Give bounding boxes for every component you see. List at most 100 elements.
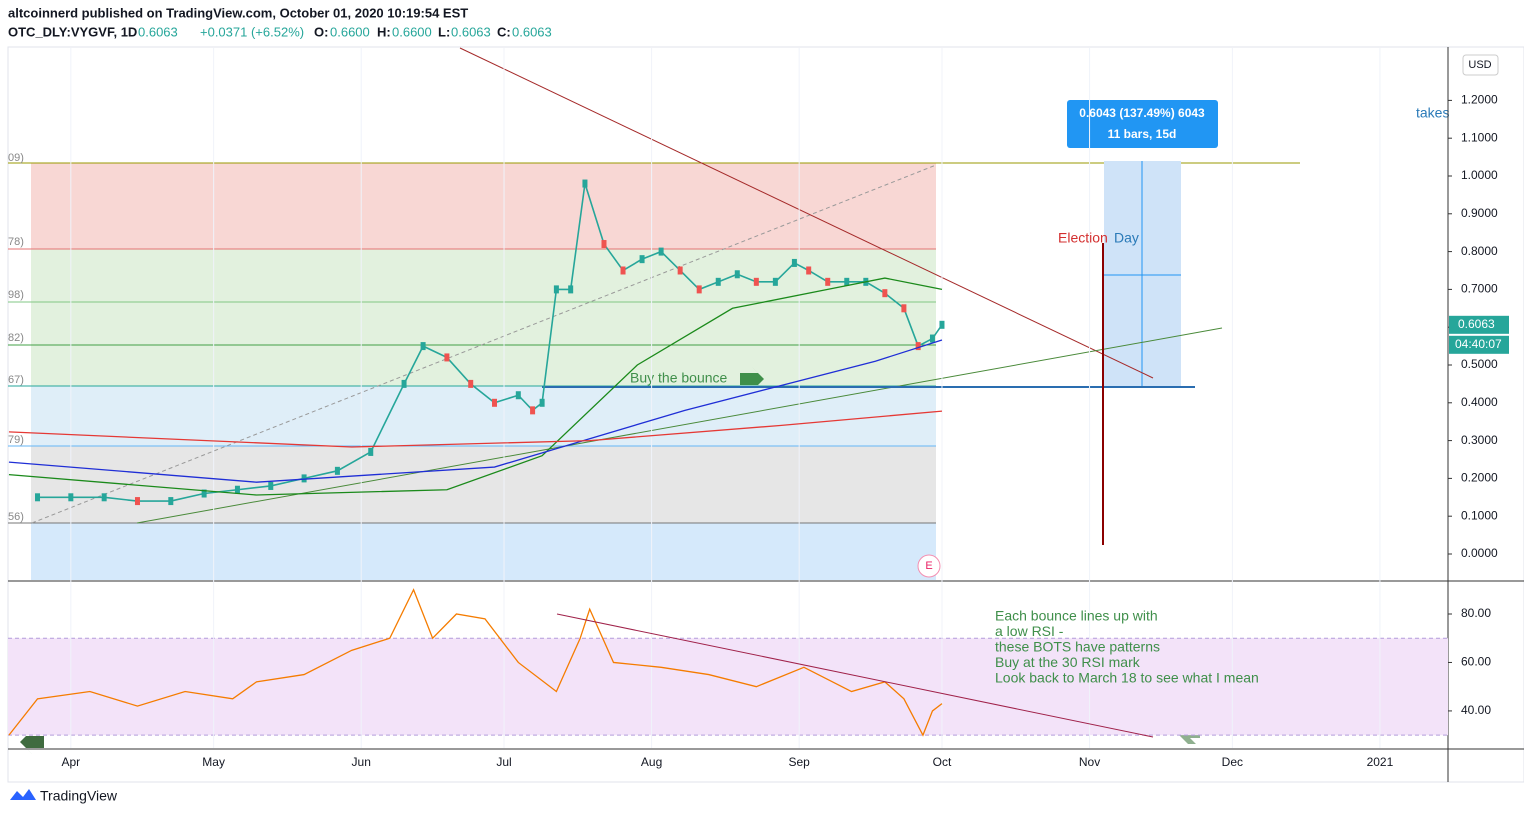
currency-box (1462, 54, 1499, 76)
annotation: takes (1416, 105, 1449, 121)
price-point (68, 493, 74, 502)
price-point (168, 497, 174, 506)
price-point (677, 266, 683, 275)
price-point (368, 447, 374, 456)
measure-label (1067, 100, 1218, 148)
last: 0.6063 (138, 24, 178, 39)
price-point (492, 398, 498, 407)
x-tick-label: Aug (641, 755, 662, 769)
c-label: C: (497, 24, 511, 39)
rsi-note: Each bounce lines up with (995, 608, 1158, 624)
price-point (929, 334, 935, 343)
x-tick-label: Jun (352, 755, 371, 769)
fib-label: 56) (8, 511, 24, 523)
price-point (201, 489, 207, 498)
c: 0.6063 (512, 24, 552, 39)
fib-label: 78) (8, 236, 24, 248)
last-price-box (1449, 315, 1509, 334)
logo (10, 789, 36, 800)
arrow-icon (20, 730, 44, 754)
price-point (468, 379, 474, 388)
countdown: 04:40:07 (1455, 337, 1502, 351)
zone (31, 523, 936, 580)
y-tick-label: 0.5000 (1461, 357, 1498, 371)
price-point (658, 247, 664, 256)
price-point (582, 179, 588, 188)
price-point (420, 342, 426, 351)
currency: USD (1468, 59, 1491, 71)
price-point (539, 398, 545, 407)
rsi-trendline (556, 613, 1154, 738)
arrow-icon (740, 367, 764, 391)
measure-text: 11 bars, 15d (1108, 127, 1177, 141)
price-point (882, 289, 888, 298)
last-price: 0.6063 (1458, 317, 1495, 331)
price-point (901, 304, 907, 313)
event-label: E (925, 560, 932, 572)
footer: TradingView (40, 788, 118, 804)
price-point (844, 277, 850, 286)
rsi-band (8, 638, 1448, 736)
price-point (234, 485, 240, 494)
moving-average (8, 410, 943, 448)
change: +0.0371 (+6.52%) (200, 24, 304, 39)
rsi-tick-label: 40.00 (1461, 703, 1491, 717)
y-tick-label: 1.0000 (1461, 168, 1498, 182)
rsi-note: a low RSI - (995, 623, 1064, 639)
o: 0.6600 (330, 24, 370, 39)
l-label: L: (438, 24, 450, 39)
o-label: O: (314, 24, 328, 39)
h: 0.6600 (392, 24, 432, 39)
publisher: altcoinnerd published on TradingView.com… (8, 5, 468, 20)
y-tick-label: 0.7000 (1461, 282, 1498, 296)
y-tick-label: 0.8000 (1461, 244, 1498, 258)
y-tick-label: 0.1000 (1461, 508, 1498, 522)
price-point (825, 277, 831, 286)
price-point (791, 258, 797, 267)
rsi-line (8, 588, 943, 737)
price-point (553, 285, 559, 294)
fib-label: 79) (8, 434, 24, 446)
event-icon (917, 554, 941, 578)
zone (31, 249, 936, 386)
y-tick-label: 0.4000 (1461, 395, 1498, 409)
fib-label: 67) (8, 374, 24, 386)
y-tick-label: 0.9000 (1461, 206, 1498, 220)
rsi-tick-label: 60.00 (1461, 655, 1491, 669)
price-point (334, 466, 340, 475)
l: 0.6063 (451, 24, 491, 39)
x-tick-label: May (202, 755, 225, 769)
annotation: Election (1058, 230, 1108, 246)
rsi-note: these BOTS have patterns (995, 639, 1160, 655)
y-tick-label: 0.2000 (1461, 471, 1498, 485)
moving-average (8, 277, 943, 496)
rsi-note: Buy at the 30 RSI mark (995, 654, 1141, 670)
price-point (515, 391, 521, 400)
price-point (806, 266, 812, 275)
x-tick-label: 2021 (1367, 755, 1394, 769)
fib-label: 82) (8, 332, 24, 344)
rsi-tick-label: 80.00 (1461, 606, 1491, 620)
measure-text: 0.6043 (137.49%) 6043 (1079, 106, 1205, 120)
price-point (620, 266, 626, 275)
price-point (134, 497, 140, 506)
price-point (530, 406, 536, 415)
price-line (37, 183, 943, 502)
price-point (268, 481, 274, 490)
price-point (772, 277, 778, 286)
x-tick-label: Sep (788, 755, 810, 769)
x-tick-label: Oct (933, 755, 952, 769)
y-tick-label: 1.2000 (1461, 93, 1498, 107)
trendline (136, 327, 1223, 524)
annotation: Buy the bounce (630, 370, 728, 386)
price-point (301, 474, 307, 483)
zone (31, 163, 936, 249)
countdown-box (1449, 335, 1509, 354)
price-point (915, 342, 921, 351)
price-point (696, 285, 702, 294)
rsi-note: Look back to March 18 to see what I mean (995, 670, 1259, 686)
x-tick-label: Apr (61, 755, 80, 769)
trendline (459, 47, 1154, 379)
x-tick-label: Jul (496, 755, 511, 769)
